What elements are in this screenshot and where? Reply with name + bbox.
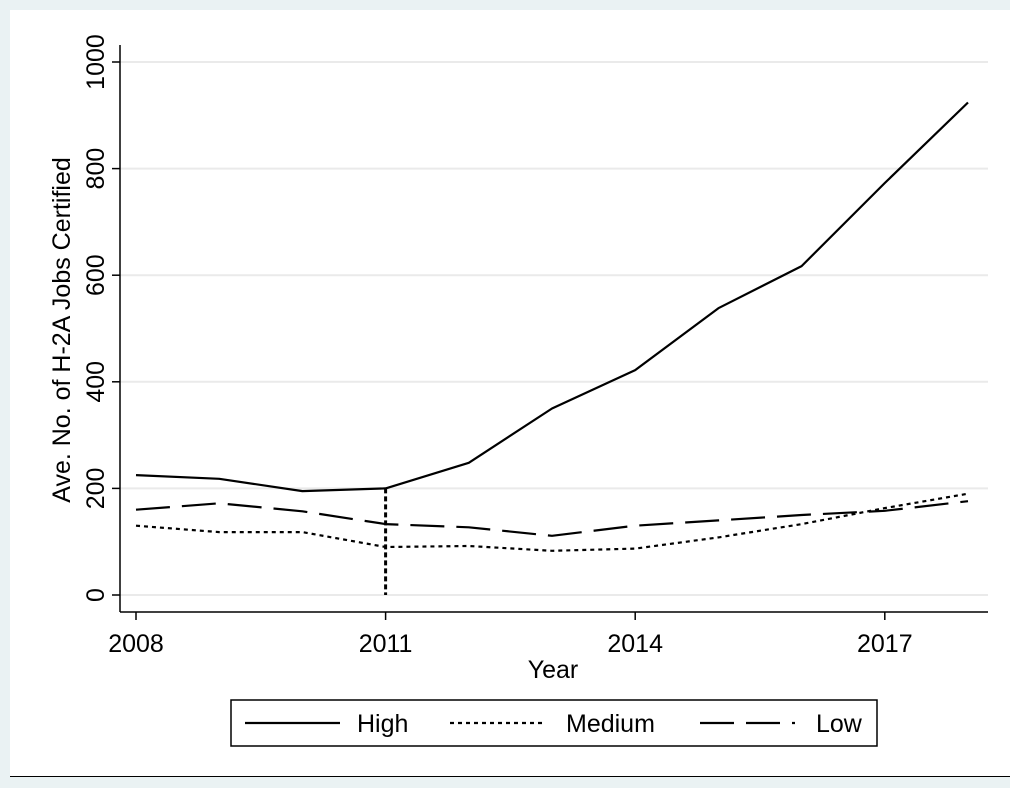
series-line-medium [135, 492, 969, 552]
axes: 0 200 400 600 800 1000 2008 2011 2014 2017 [82, 34, 988, 658]
y-tick-label: 1000 [82, 34, 110, 90]
legend-label-medium: Medium [566, 710, 655, 738]
x-tick-label: 2008 [108, 630, 164, 658]
y-tick-label: 600 [82, 254, 110, 296]
legend-label-high: High [357, 710, 408, 738]
legend: High Medium Low [230, 699, 878, 747]
y-tick-label: 800 [82, 148, 110, 190]
gridlines [120, 61, 988, 596]
series-line-high [135, 101, 969, 493]
x-axis-title: Year [528, 656, 579, 684]
series-lines [135, 101, 969, 595]
y-axis-title: Ave. No. of H-2A Jobs Certified [48, 157, 76, 503]
x-tick-label: 2017 [857, 630, 913, 658]
y-tick-label: 400 [82, 361, 110, 403]
plot-area [10, 10, 1010, 777]
x-tick-label: 2014 [607, 630, 663, 658]
legend-items: High Medium Low [245, 710, 863, 738]
x-tick-label: 2011 [359, 630, 413, 658]
series-line-low [135, 500, 969, 537]
legend-label-low: Low [816, 710, 863, 738]
y-tick-label: 200 [82, 468, 110, 510]
y-tick-label: 0 [82, 588, 110, 602]
